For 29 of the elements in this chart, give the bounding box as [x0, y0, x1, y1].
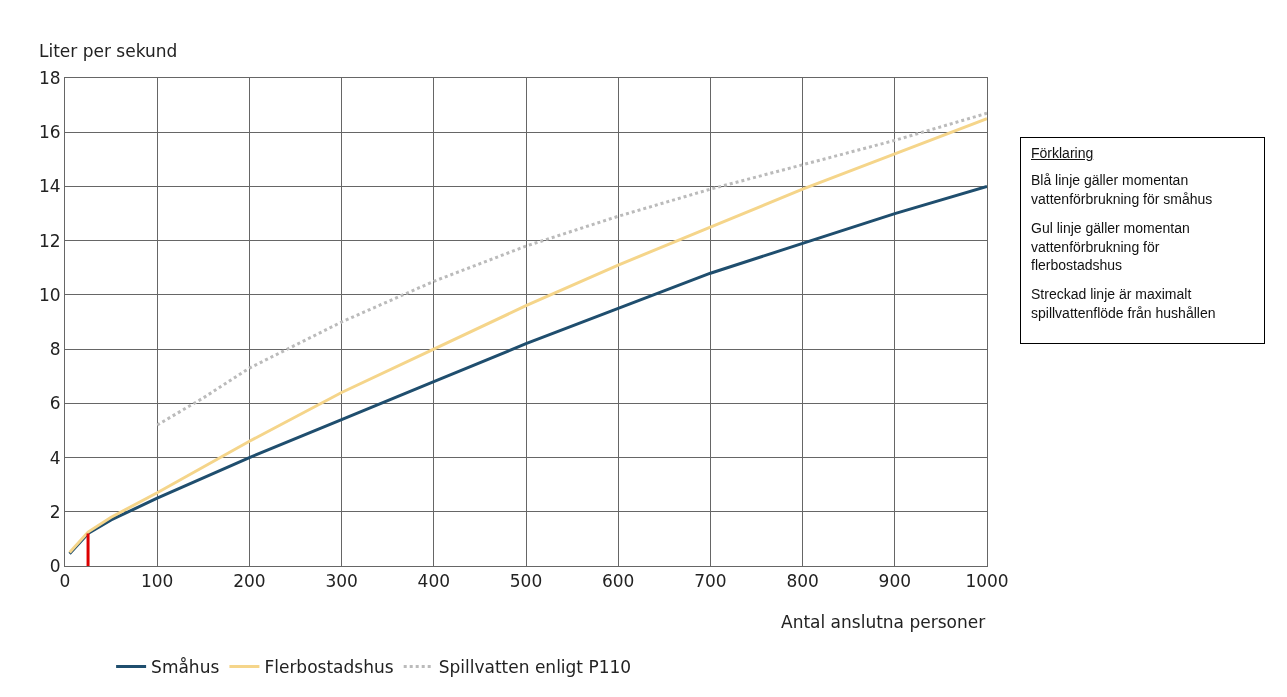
x-tick-label: 100	[140, 571, 174, 592]
y-tick-label: 10	[38, 284, 61, 305]
x-tick-label: 700	[694, 571, 727, 592]
y-tick-label: 18	[38, 67, 61, 88]
x-tick-label: 200	[233, 571, 266, 592]
y-tick-label: 14	[38, 176, 61, 197]
x-tick-label: 500	[509, 571, 543, 592]
y-axis-title: Liter per sekund	[39, 41, 178, 61]
legend-label: Flerbostadshus	[264, 657, 394, 678]
x-tick-label: 900	[878, 571, 912, 592]
line-series	[68, 117, 987, 554]
y-tick-label: 0	[49, 555, 61, 576]
x-tick-label: 300	[325, 571, 358, 592]
y-tick-label: 4	[49, 447, 61, 468]
x-tick-label: 800	[786, 571, 819, 592]
line-series	[68, 184, 987, 556]
y-tick-label: 16	[38, 122, 61, 143]
y-tick-label: 8	[49, 339, 61, 360]
x-tick-label: 400	[417, 571, 451, 592]
y-tick-label: 12	[38, 230, 61, 251]
y-tick-label: 6	[49, 393, 61, 414]
line-series	[155, 111, 987, 427]
x-axis-title: Antal anslutna personer	[781, 612, 986, 632]
x-tick-label: 600	[601, 571, 635, 592]
x-tick-label: 1000	[965, 571, 1009, 592]
legend-label: Småhus	[151, 657, 220, 678]
explanation-box: Förklaring Blå linje gäller momentan vattenförbrukning för småhus Gul linje gäller momentan vattenförbrukning för flerbostadshus Streckad linje är maximalt spillvattenflöde från hushållen	[1020, 137, 1265, 345]
y-tick-label: 2	[49, 501, 61, 522]
legend-label: Spillvatten enligt P110	[438, 657, 632, 678]
